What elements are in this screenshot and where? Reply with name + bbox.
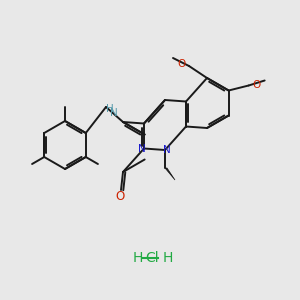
Text: O: O (177, 59, 185, 69)
Text: N: N (138, 143, 146, 154)
Text: O: O (253, 80, 261, 91)
Text: H: H (106, 104, 113, 115)
Text: H: H (133, 251, 143, 265)
Text: H: H (163, 251, 173, 265)
Polygon shape (165, 168, 175, 180)
Text: Cl: Cl (145, 251, 159, 265)
Text: N: N (110, 109, 117, 118)
Text: N: N (163, 145, 171, 155)
Text: O: O (116, 190, 124, 203)
